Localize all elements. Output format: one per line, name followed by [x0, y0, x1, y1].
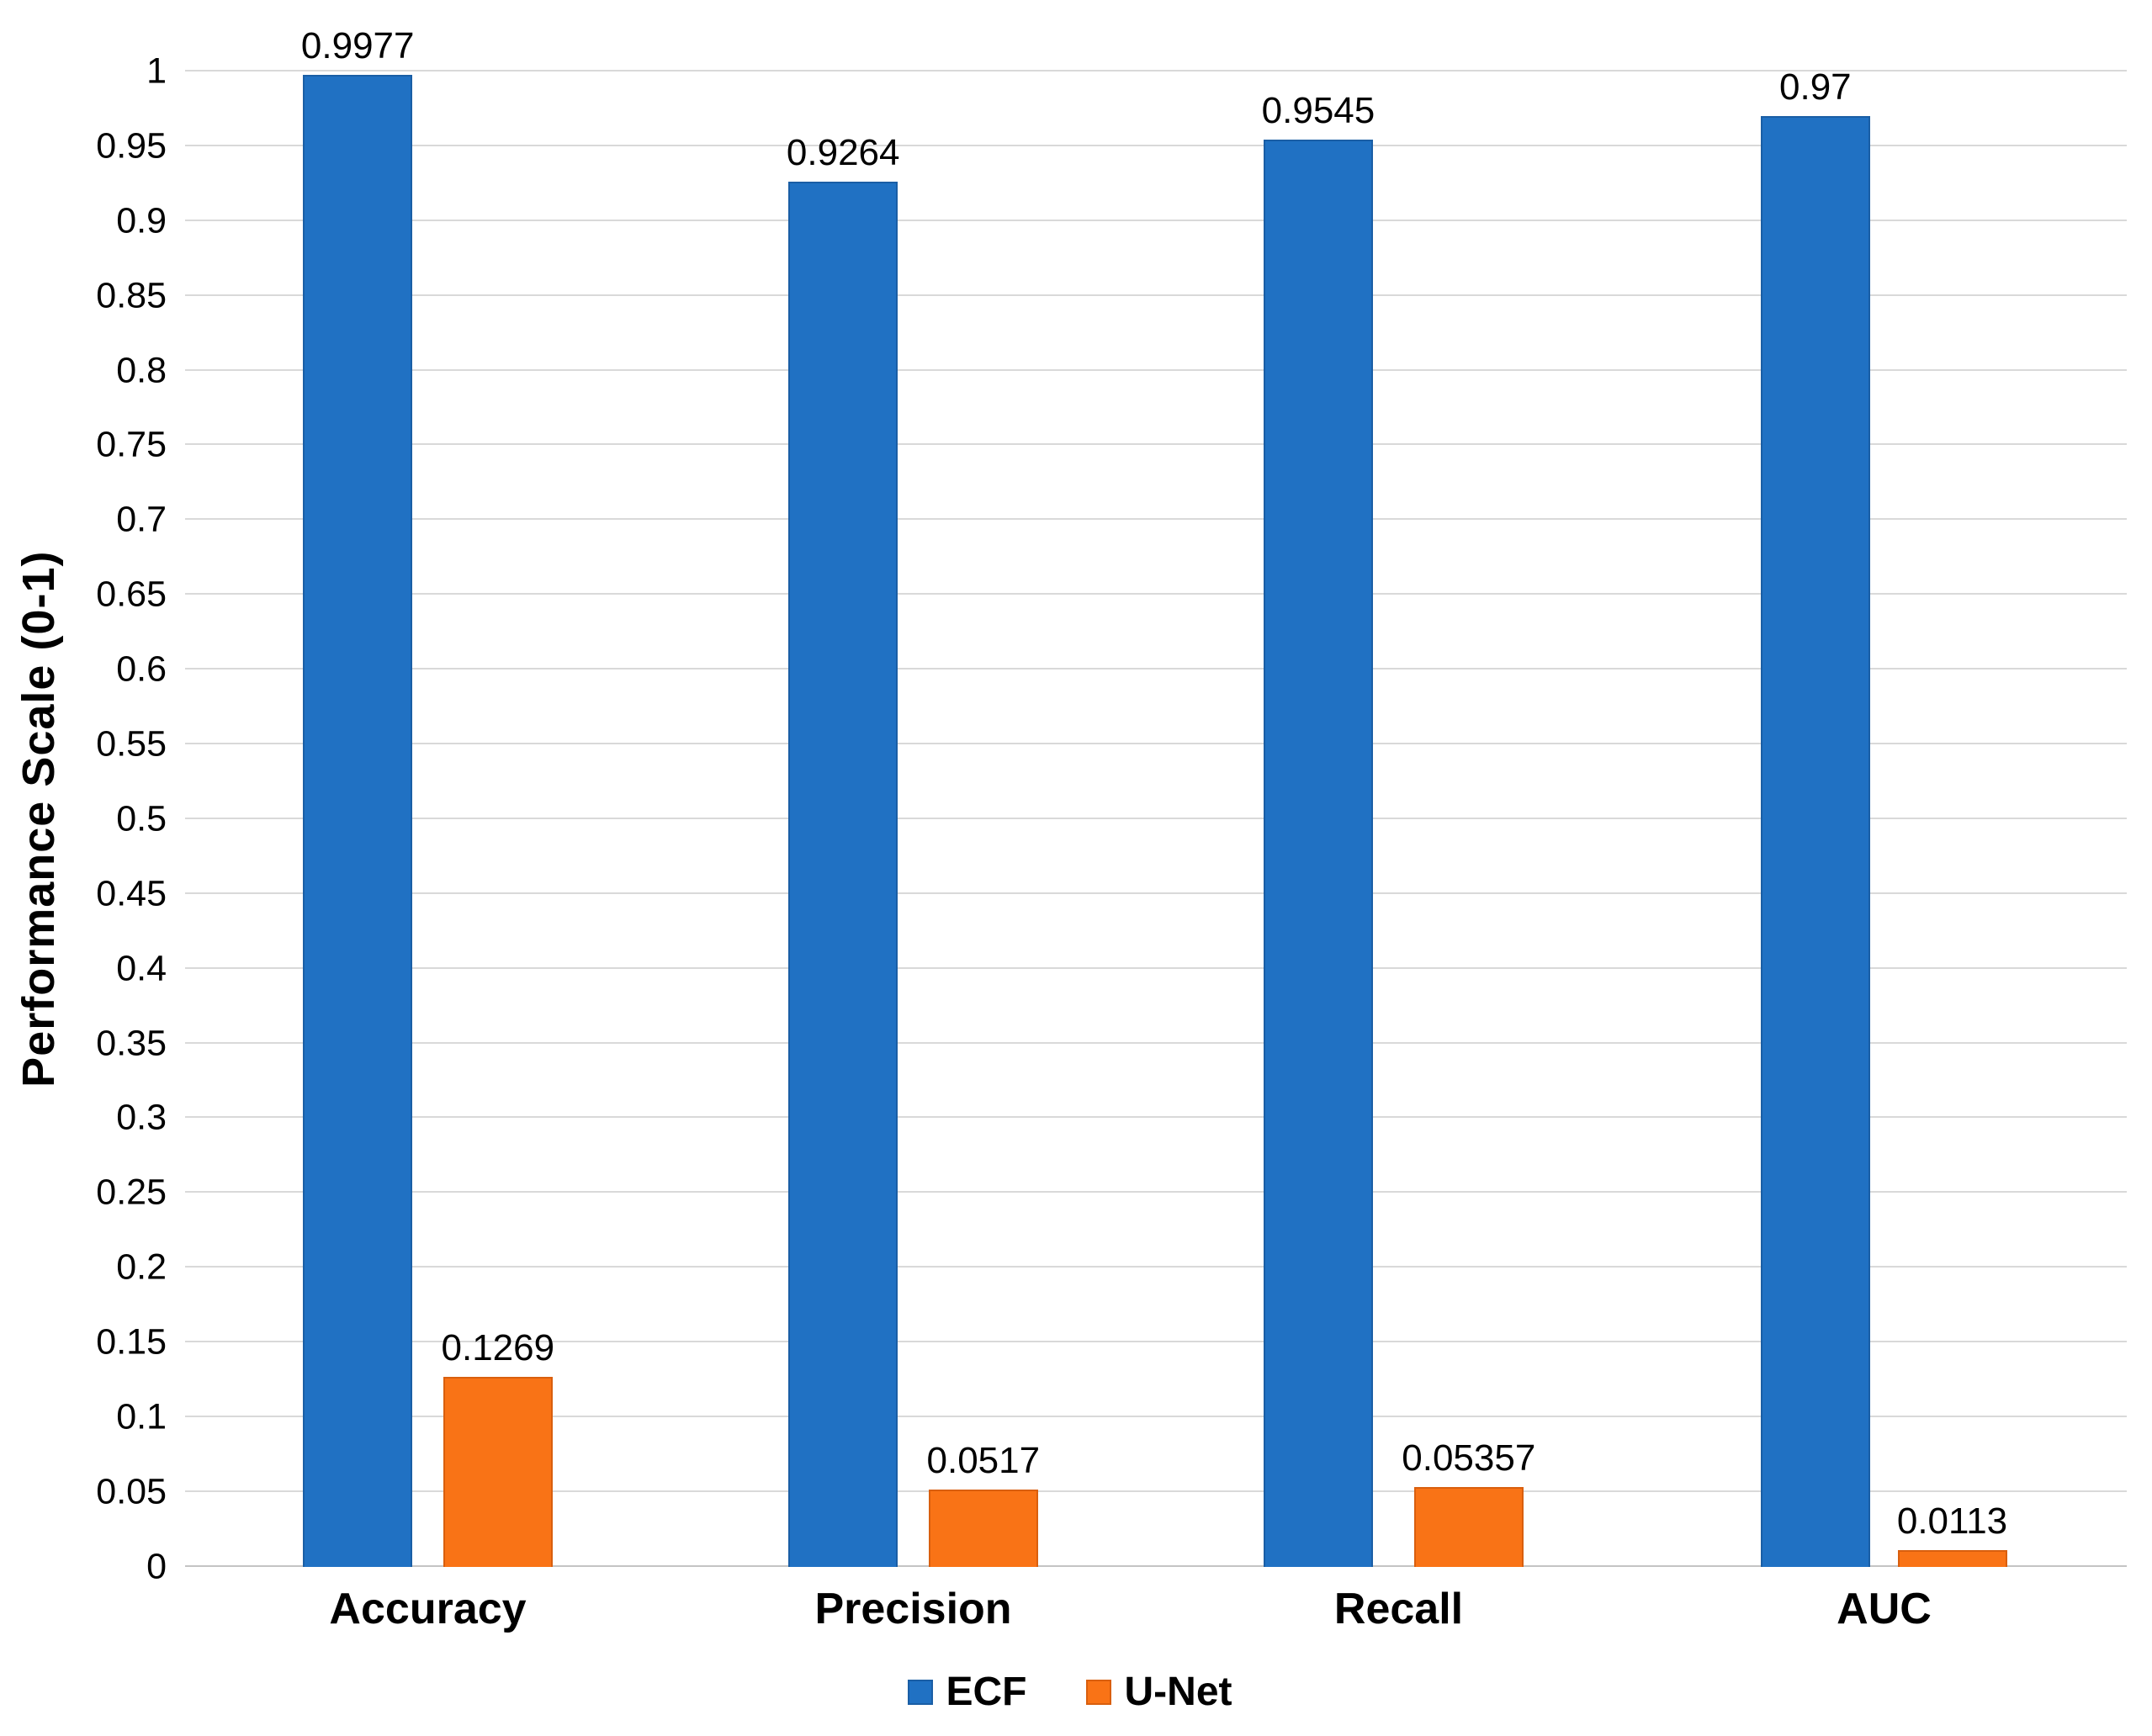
y-tick-label: 1: [146, 50, 167, 92]
bar-value-label: 0.05357: [1402, 1437, 1536, 1479]
legend-label-u-net: U-Net: [1124, 1670, 1232, 1714]
y-tick-label: 0.45: [96, 873, 167, 914]
gridline: [185, 1564, 2127, 1567]
legend: ECF U-Net: [13, 1669, 2127, 1715]
y-tick-label: 0: [146, 1546, 167, 1587]
category-label-auc: AUC: [1837, 1584, 1932, 1633]
bar-value-label: 0.0113: [1896, 1500, 2008, 1542]
bar-column-ecf-recall: 0.9545: [1262, 71, 1375, 1567]
legend-item-ecf: ECF: [907, 1669, 1027, 1715]
gridline: [185, 518, 2127, 521]
gridline: [185, 668, 2127, 670]
bar-groups: 0.9977 0.1269 0.9264 0.0517 0.9545 0.05357 0.9…: [185, 28, 2127, 1567]
bar-column-ecf-accuracy: 0.9977: [301, 28, 415, 1567]
x-axis-labels: Accuracy Precision Recall AUC: [185, 1585, 2127, 1633]
y-tick-label: 0.25: [96, 1172, 167, 1213]
gridline: [185, 593, 2127, 595]
bar-column-ecf-auc: 0.97: [1760, 66, 1870, 1567]
gridline: [185, 219, 2127, 221]
u-net-bar-accuracy: [443, 1377, 553, 1567]
gridline: [185, 1341, 2127, 1343]
bar-column-u-net-accuracy: 0.1269: [441, 71, 555, 1567]
y-tick-label: 0.1: [116, 1396, 167, 1437]
gridline: [185, 817, 2127, 819]
y-tick-label: 0.3: [116, 1097, 167, 1138]
gridline: [185, 368, 2127, 371]
y-tick-label: 0.6: [116, 648, 167, 690]
gridline: [185, 1116, 2127, 1119]
gridline: [185, 1490, 2127, 1492]
gridline: [185, 1041, 2127, 1044]
bar-column-ecf-precision: 0.9264: [787, 71, 900, 1567]
legend-swatch-ecf: [907, 1679, 933, 1705]
y-tick-label: 0.7: [116, 499, 167, 540]
bar-value-label: 0.9545: [1261, 89, 1375, 131]
bar-group-recall: 0.9545 0.05357: [1156, 71, 1641, 1567]
gridline: [185, 443, 2127, 446]
ecf-bar-auc: [1760, 116, 1870, 1567]
bar-column-u-net-recall: 0.05357: [1402, 71, 1535, 1567]
plot-area: 0.9977 0.1269 0.9264 0.0517 0.9545 0.05357 0.9…: [185, 28, 2127, 1567]
gridline: [185, 966, 2127, 969]
bar-value-label: 0.9264: [786, 131, 900, 173]
gridline: [185, 294, 2127, 296]
y-tick-label: 0.65: [96, 574, 167, 615]
gridline: [185, 1266, 2127, 1268]
bar-column-u-net-auc: 0.0113: [1897, 71, 2007, 1567]
y-tick-label: 0.9: [116, 200, 167, 241]
y-tick-label: 0.35: [96, 1023, 167, 1064]
y-tick-label: 0.75: [96, 424, 167, 465]
gridline: [185, 70, 2127, 71]
category-label-accuracy: Accuracy: [329, 1584, 527, 1633]
y-axis-ticks: 0 0.05 0.1 0.15 0.2 0.25 0.3 0.35 0.4 0.45 0.5 0.55…: [80, 53, 185, 1585]
y-tick-label: 0.15: [96, 1321, 167, 1363]
legend-item-u-net: U-Net: [1085, 1669, 1232, 1715]
y-tick-label: 0.55: [96, 723, 167, 765]
bar-value-label: 0.9977: [300, 25, 415, 67]
gridline: [185, 743, 2127, 745]
bar-group-auc: 0.97 0.0113: [1641, 66, 2127, 1567]
y-tick-label: 0.5: [116, 798, 167, 839]
u-net-bar-auc: [1897, 1549, 2007, 1567]
y-axis-title: Performance Scale (0-1): [13, 550, 64, 1088]
legend-swatch-u-net: [1085, 1679, 1111, 1705]
bar-group-precision: 0.9264 0.0517: [671, 71, 1156, 1567]
category-label-precision: Precision: [814, 1584, 1012, 1633]
y-tick-label: 0.05: [96, 1471, 167, 1512]
u-net-bar-recall: [1413, 1486, 1524, 1567]
legend-label-ecf: ECF: [946, 1670, 1027, 1714]
y-tick-label: 0.2: [116, 1246, 167, 1288]
y-tick-label: 0.85: [96, 275, 167, 316]
y-tick-label: 0.4: [116, 948, 167, 989]
u-net-bar-precision: [928, 1489, 1038, 1567]
ecf-bar-precision: [788, 181, 898, 1567]
bar-column-u-net-precision: 0.0517: [926, 71, 1041, 1567]
y-tick-label: 0.95: [96, 125, 167, 167]
gridline: [185, 892, 2127, 894]
category-label-recall: Recall: [1333, 1584, 1464, 1633]
bar-value-label: 0.97: [1779, 66, 1852, 108]
bar-value-label: 0.0517: [926, 1439, 1041, 1481]
gridline: [185, 1191, 2127, 1194]
bar-value-label: 0.1269: [441, 1327, 555, 1369]
ecf-bar-recall: [1263, 139, 1373, 1567]
bar-group-accuracy: 0.9977 0.1269: [185, 28, 671, 1567]
y-tick-label: 0.8: [116, 350, 167, 391]
gridline: [185, 144, 2127, 146]
ecf-bar-accuracy: [303, 75, 413, 1567]
gridline: [185, 1416, 2127, 1418]
